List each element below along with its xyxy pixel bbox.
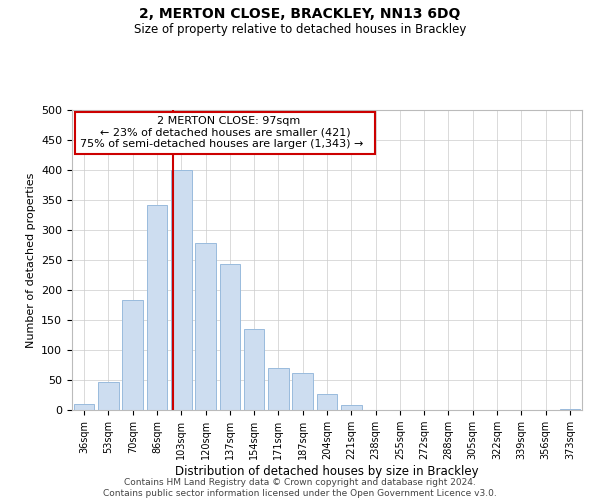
Bar xyxy=(268,368,289,410)
Text: Size of property relative to detached houses in Brackley: Size of property relative to detached ho… xyxy=(134,22,466,36)
Bar xyxy=(341,405,362,410)
Bar xyxy=(317,394,337,410)
Bar xyxy=(244,329,265,410)
Bar xyxy=(122,300,143,410)
Bar xyxy=(220,264,240,410)
Bar xyxy=(146,206,167,410)
Text: 2 MERTON CLOSE: 97sqm
← 23% of detached houses are smaller (421)
75% of semi-det: 2 MERTON CLOSE: 97sqm ← 23% of detached … xyxy=(80,116,370,149)
Bar xyxy=(171,170,191,410)
Y-axis label: Number of detached properties: Number of detached properties xyxy=(26,172,35,348)
Bar xyxy=(292,373,313,410)
Bar xyxy=(74,404,94,410)
Bar xyxy=(195,243,216,410)
Bar xyxy=(98,382,119,410)
X-axis label: Distribution of detached houses by size in Brackley: Distribution of detached houses by size … xyxy=(175,465,479,478)
Text: 2, MERTON CLOSE, BRACKLEY, NN13 6DQ: 2, MERTON CLOSE, BRACKLEY, NN13 6DQ xyxy=(139,8,461,22)
Bar xyxy=(560,409,580,410)
Text: Contains HM Land Registry data © Crown copyright and database right 2024.
Contai: Contains HM Land Registry data © Crown c… xyxy=(103,478,497,498)
